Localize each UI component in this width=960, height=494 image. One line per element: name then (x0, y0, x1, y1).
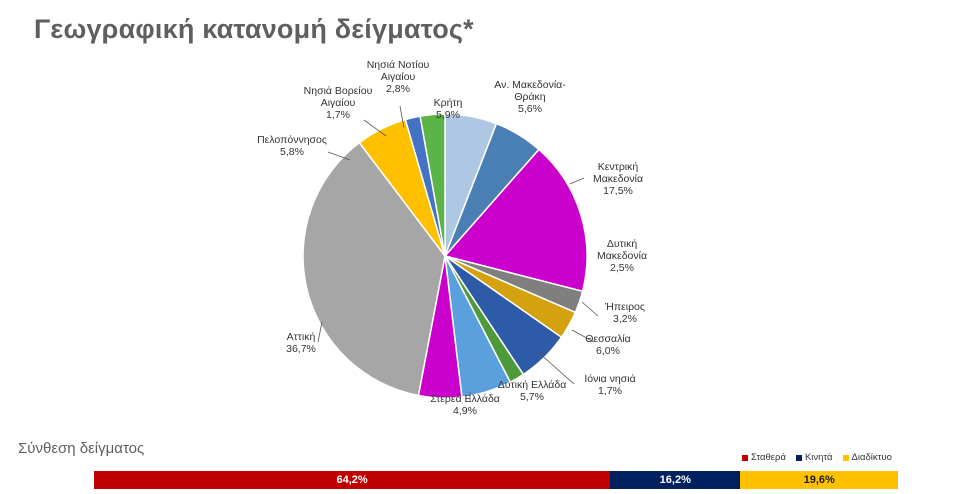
bar-segment-label: 16,2% (659, 474, 691, 486)
slice-label: Κρήτη 5,9% (434, 97, 463, 121)
leader-line (569, 177, 585, 185)
slice-value-label: 36,7% (286, 343, 316, 355)
bar-segment-label: 64,2% (336, 474, 368, 486)
bar-legend: Σταθερά Κινητά Διαδίκτυο (742, 452, 892, 463)
pie-slice (302, 141, 446, 397)
bar-segment: 16,2% (610, 471, 741, 489)
pie-chart: Κρήτη 5,9% Αν. Μακεδονία-Θράκη 5,6% Κεντρική… (257, 59, 647, 417)
page-title: Γεωγραφική κατανομή δείγματος* (34, 14, 474, 44)
slice-value-label: 1,7% (598, 385, 622, 397)
legend-swatch (842, 454, 849, 461)
legend-item: Κινητά (795, 452, 833, 463)
slice-label: Δυτική Ελλάδα 5,7% (498, 379, 567, 403)
legend-swatch (795, 454, 802, 461)
leader-line (581, 301, 599, 317)
slice-label: Νησιά Νοτίου Αιγαίου 2,8% (367, 59, 430, 95)
slice-value-label: 5,9% (436, 109, 460, 121)
slice-value-label: 5,6% (518, 103, 542, 115)
legend-label: Σταθερά (751, 452, 786, 463)
slice-value-label: 3,2% (613, 313, 637, 325)
slice-label: Θεσσαλία 6,0% (585, 333, 631, 357)
leader-line (399, 105, 405, 129)
legend-label: Διαδίκτυο (851, 452, 892, 463)
slice-label: Νησιά Βορείου Αιγαίου 1,7% (304, 85, 373, 121)
leader-line (327, 151, 351, 161)
slice-value-label: 2,5% (610, 262, 634, 274)
stacked-bar: 64,2% 16,2% 19,6% (94, 471, 898, 489)
slice-label: Κεντρική Μακεδονία 17,5% (593, 161, 643, 197)
slice-label: Αττική 36,7% (286, 331, 316, 355)
leader-line (537, 351, 575, 385)
legend-item: Διαδίκτυο (842, 452, 892, 463)
slice-value-label: 1,7% (326, 109, 350, 121)
legend-swatch (742, 454, 748, 461)
pie-slice (443, 148, 588, 293)
bar-segment-label: 19,6% (803, 474, 835, 486)
slice-value-label: 2,8% (386, 83, 410, 95)
section-title: Σύνθεση δείγματος (18, 440, 145, 457)
slice-label: Αν. Μακεδονία-Θράκη 5,6% (494, 79, 566, 115)
leader-line (571, 329, 595, 343)
legend-item: Σταθερά (742, 452, 786, 463)
slice-label: Δυτική Μακεδονία 2,5% (597, 238, 647, 274)
slice-label: Πελοπόννησος 5,8% (257, 134, 327, 158)
bar-segment: 64,2% (94, 471, 611, 489)
slice-label: Στερεά Ελλάδα 4,9% (430, 393, 500, 417)
legend-label: Κινητά (804, 452, 833, 463)
slice-value-label: 6,0% (596, 345, 620, 357)
slice-label: Ιόνια νησιά 1,7% (584, 373, 635, 397)
slice-value-label: 5,7% (520, 391, 544, 403)
leader-line (363, 119, 387, 137)
slice-value-label: 4,9% (453, 405, 477, 417)
bar-segment: 19,6% (740, 471, 898, 489)
leader-line (317, 321, 323, 343)
slice-value-label: 5,8% (280, 146, 304, 158)
slice-value-label: 17,5% (603, 185, 633, 197)
slice-label: Ήπειρος 3,2% (604, 301, 645, 325)
pie-slice (419, 113, 446, 257)
